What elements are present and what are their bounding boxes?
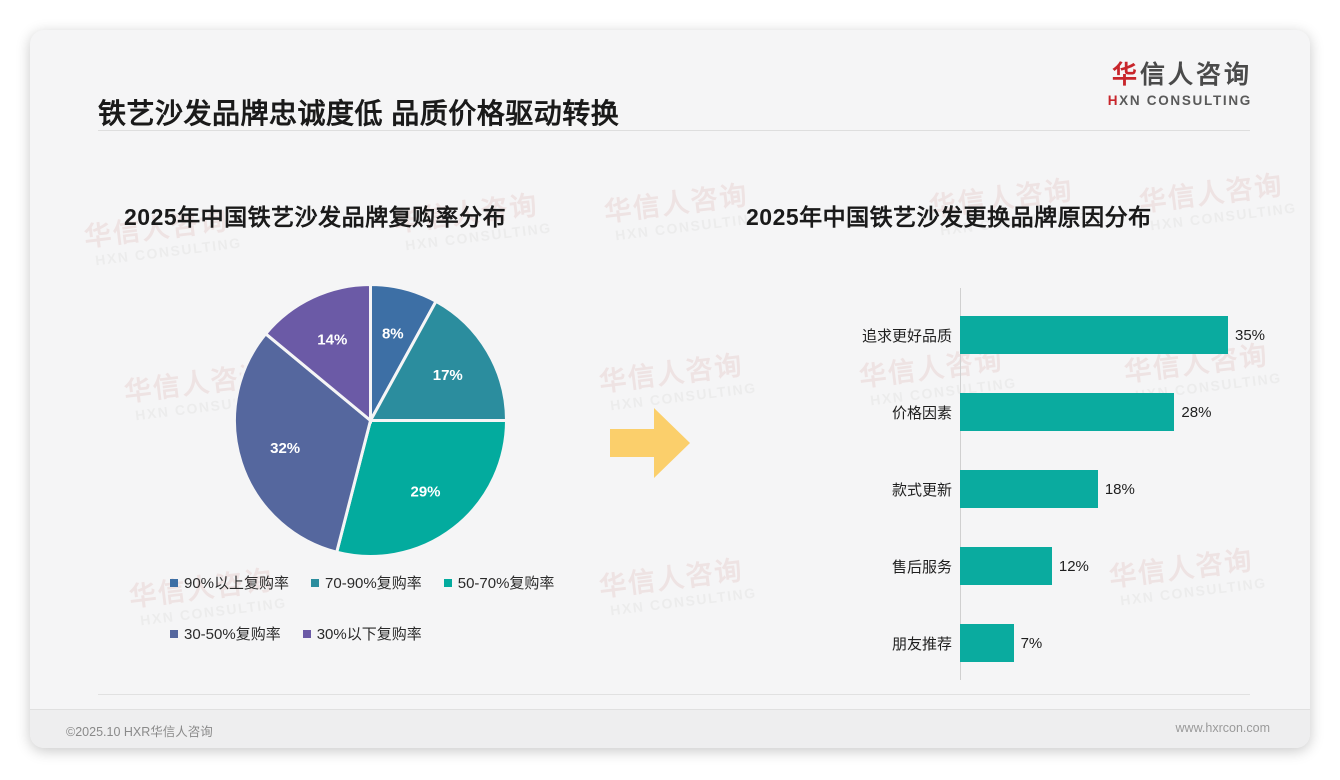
bar-value-label: 28% bbox=[1181, 403, 1212, 421]
legend-item-4[interactable]: 30%以下复购率 bbox=[302, 623, 422, 644]
legend-item-3[interactable]: 30-50%复购率 bbox=[170, 623, 281, 644]
legend-label: 90%以上复购率 bbox=[184, 575, 290, 592]
page-title: 铁艺沙发品牌忠诚度低 品质价格驱动转换 bbox=[98, 98, 620, 129]
bar-row[interactable]: 售后服务 12% bbox=[830, 547, 1280, 585]
website-link[interactable]: www.hxrcon.com bbox=[1175, 721, 1270, 735]
bar-chart-title: 2025年中国铁艺沙发更换品牌原因分布 bbox=[746, 204, 1152, 230]
slide-footer: ©2025.10 HXR华信人咨询 www.hxrcon.com bbox=[30, 709, 1310, 748]
bar-category-label: 价格因素 bbox=[891, 404, 952, 422]
legend-label: 30-50%复购率 bbox=[184, 626, 281, 643]
pie-slice[interactable] bbox=[334, 419, 508, 558]
bar-row[interactable]: 款式更新 18% bbox=[830, 470, 1280, 508]
bar-fill[interactable] bbox=[960, 316, 1228, 354]
watermark-cn: 华信人咨询 bbox=[1137, 169, 1286, 218]
copyright-text: ©2025.10 HXR华信人咨询 bbox=[66, 725, 213, 739]
bar-fill[interactable] bbox=[960, 393, 1175, 431]
bar-value-label: 18% bbox=[1104, 480, 1135, 498]
watermark-cn: 华信人咨询 bbox=[602, 179, 751, 228]
pie-legend-row-2: 30-50%复购率 30%以下复购率 bbox=[170, 623, 590, 644]
bar-value-label: 12% bbox=[1058, 557, 1089, 575]
arrow-svg bbox=[610, 408, 690, 478]
header-divider bbox=[98, 130, 1250, 131]
bar-row[interactable]: 价格因素 28% bbox=[830, 393, 1280, 431]
logo-english: HXN CONSULTING bbox=[1108, 93, 1252, 108]
legend-label: 30%以下复购率 bbox=[316, 626, 422, 643]
pie-slice[interactable] bbox=[367, 299, 508, 422]
pie-slice-value: 14% bbox=[317, 331, 347, 348]
logo-chinese: 华信人咨询 bbox=[1108, 61, 1252, 90]
logo-english-red: H bbox=[1107, 92, 1120, 108]
pie-svg: 8% 17% 29% 32% 14% bbox=[233, 283, 508, 558]
right-arrow-icon bbox=[608, 405, 692, 486]
legend-item-2[interactable]: 50-70%复购率 bbox=[443, 572, 555, 593]
logo-chinese-rest: 信人咨询 bbox=[1139, 61, 1252, 89]
bar-value-label: 7% bbox=[1020, 634, 1043, 652]
pie-slice[interactable] bbox=[233, 331, 373, 555]
legend-swatch-icon bbox=[170, 629, 178, 638]
bar-fill[interactable] bbox=[960, 624, 1014, 662]
pie-legend: 90%以上复购率 70-90%复购率 50-70%复购率 30-50%复购率 3… bbox=[170, 572, 590, 674]
legend-swatch-icon bbox=[311, 578, 320, 587]
legend-swatch-icon bbox=[170, 578, 178, 587]
pie-chart-title: 2025年中国铁艺沙发品牌复购率分布 bbox=[124, 204, 507, 230]
bar-category-label: 售后服务 bbox=[891, 558, 952, 576]
bar-value-label: 35% bbox=[1235, 326, 1266, 344]
pie-slice-value: 8% bbox=[382, 326, 404, 343]
pie-legend-row-1: 90%以上复购率 70-90%复购率 50-70%复购率 bbox=[170, 572, 590, 593]
watermark-en: HXN CONSULTING bbox=[609, 584, 758, 619]
legend-label: 70-90%复购率 bbox=[325, 575, 422, 592]
watermark-cn: 华信人咨询 bbox=[597, 349, 746, 398]
watermark-en: HXN CONSULTING bbox=[1149, 199, 1298, 234]
bar-row[interactable]: 朋友推荐 7% bbox=[830, 624, 1280, 662]
slide-canvas: 华信人咨询 HXN CONSULTING 华信人咨询 HXN CONSULTING … bbox=[30, 30, 1310, 748]
pie-slice-value: 17% bbox=[433, 367, 463, 384]
slide-header: 铁艺沙发品牌忠诚度低 品质价格驱动转换 华信人咨询 HXN CONSULTING bbox=[30, 30, 1310, 132]
legend-swatch-icon bbox=[302, 629, 311, 638]
bar-category-label: 追求更好品质 bbox=[861, 327, 952, 345]
legend-item-0[interactable]: 90%以上复购率 bbox=[170, 572, 289, 593]
bar-category-label: 朋友推荐 bbox=[891, 635, 952, 653]
legend-item-1[interactable]: 70-90%复购率 bbox=[311, 572, 422, 593]
bar-category-label: 款式更新 bbox=[891, 481, 952, 499]
watermark-cn: 华信人咨询 bbox=[597, 554, 746, 603]
logo-english-rest: XN CONSULTING bbox=[1119, 92, 1252, 108]
legend-label: 50-70%复购率 bbox=[457, 575, 555, 592]
bar-row[interactable]: 追求更好品质 35% bbox=[830, 316, 1280, 354]
bar-fill[interactable] bbox=[960, 547, 1052, 585]
pie-slice[interactable] bbox=[263, 283, 372, 424]
watermark-en: HXN CONSULTING bbox=[614, 209, 763, 244]
repurchase-rate-pie-chart: 8% 17% 29% 32% 14% bbox=[233, 283, 508, 558]
brand-logo: 华信人咨询 HXN CONSULTING bbox=[1108, 61, 1252, 108]
bar-fill[interactable] bbox=[960, 470, 1098, 508]
watermark-en: HXN CONSULTING bbox=[94, 234, 243, 269]
legend-swatch-icon bbox=[443, 578, 452, 587]
switch-reason-bar-chart: 追求更好品质 35% 价格因素 28% 款式更新 18% 售后服务 12% 朋友推荐 7% bbox=[830, 288, 1280, 680]
logo-chinese-red: 华 bbox=[1111, 61, 1140, 89]
pie-slice-value: 32% bbox=[270, 440, 300, 457]
source-divider bbox=[98, 694, 1250, 695]
pie-slice-value: 29% bbox=[410, 483, 440, 500]
